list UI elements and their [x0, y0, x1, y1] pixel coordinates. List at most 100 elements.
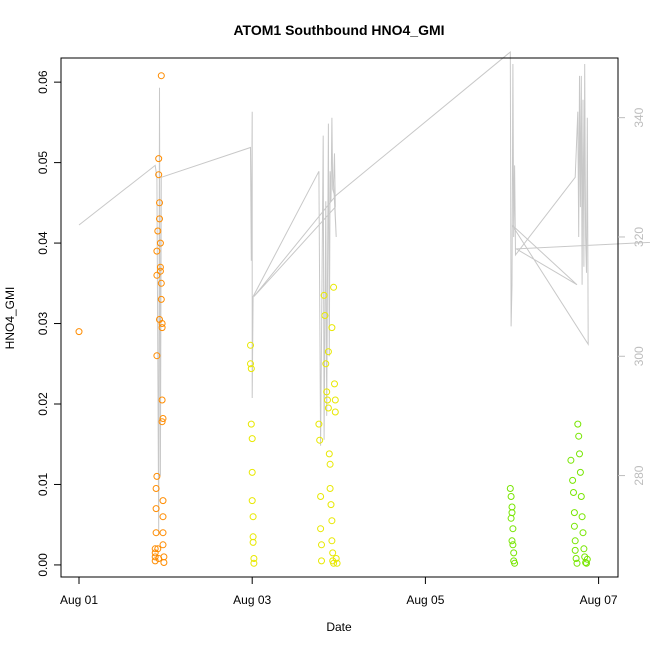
data-point [154, 545, 162, 553]
data-point [151, 557, 159, 565]
data-point [324, 404, 332, 412]
data-point [153, 271, 161, 279]
data-point [576, 450, 583, 458]
data-point [157, 72, 165, 80]
data-point [159, 497, 167, 505]
data-point [510, 549, 518, 557]
data-point [574, 420, 582, 428]
data-point [75, 328, 83, 336]
data-point [509, 525, 517, 533]
data-point [157, 295, 165, 303]
data-point [322, 360, 330, 368]
x-tick-label: Aug 03 [233, 593, 271, 607]
data-point [249, 538, 257, 546]
data-point [151, 545, 159, 553]
data-point [315, 420, 323, 428]
data-point [506, 485, 514, 492]
data-point [316, 436, 324, 444]
right-tick-label: 340 [632, 107, 646, 127]
data-point [159, 541, 167, 549]
data-point [507, 514, 515, 522]
data-point [156, 199, 163, 207]
data-point [329, 549, 337, 557]
y-axis-label: HNO4_GMI [3, 287, 17, 350]
data-point [154, 227, 162, 235]
data-point [569, 476, 577, 484]
data-point [579, 529, 587, 537]
data-point [333, 559, 341, 567]
data-point [153, 247, 161, 255]
y-tick-label: 0.00 [36, 553, 50, 577]
data-point [327, 501, 335, 509]
data-point [248, 435, 256, 443]
data-point [583, 555, 591, 563]
data-point [152, 505, 160, 513]
x-tick-label: Aug 07 [580, 593, 618, 607]
data-point [248, 497, 256, 505]
data-point [575, 432, 583, 440]
data-point [324, 396, 331, 404]
y-tick-label: 0.04 [36, 231, 50, 255]
data-point [156, 263, 164, 271]
data-point [331, 396, 339, 404]
data-point [325, 450, 333, 458]
data-point [332, 555, 340, 562]
data-point [156, 267, 164, 275]
data-point [158, 396, 166, 404]
data-point [320, 291, 328, 299]
data-point [328, 517, 336, 525]
right-tick-label: 320 [632, 227, 646, 247]
data-point [323, 388, 331, 396]
data-point [158, 324, 166, 332]
data-point [151, 553, 159, 561]
data-point [250, 555, 258, 562]
right-tick-label: 280 [632, 465, 646, 485]
y-axis-right: 280 300 320 340 [618, 107, 646, 486]
data-point [250, 559, 258, 567]
data-point [328, 537, 336, 545]
gray-series-line [78, 50, 650, 536]
data-point [578, 513, 586, 521]
data-point [330, 283, 338, 291]
y-axis-left: 0.00 0.01 0.02 0.03 0.04 0.05 0.06 [36, 70, 61, 577]
data-point [571, 546, 579, 554]
data-point [331, 408, 339, 416]
data-point [160, 559, 168, 566]
data-point [155, 155, 163, 163]
data-point [317, 493, 325, 500]
data-point [158, 418, 166, 426]
line-series [78, 50, 650, 536]
data-point [156, 215, 163, 223]
x-tick-label: Aug 01 [60, 593, 98, 607]
data-point [573, 559, 581, 567]
data-point [571, 537, 579, 545]
data-point [570, 489, 577, 496]
data-point [583, 559, 590, 567]
data-point [326, 485, 334, 492]
data-point [577, 493, 585, 500]
data-point [318, 541, 325, 549]
data-point [247, 341, 254, 349]
data-point [247, 420, 255, 428]
data-point [248, 468, 256, 476]
plot-frame [60, 57, 619, 578]
data-point [247, 365, 255, 373]
y-tick-label: 0.02 [36, 392, 50, 416]
data-point [153, 472, 161, 480]
y-tick-label: 0.01 [36, 472, 50, 496]
y-tick-label: 0.03 [36, 312, 50, 336]
data-point [576, 468, 584, 476]
right-tick-label: 300 [632, 346, 646, 366]
data-point [247, 360, 254, 368]
data-point [155, 171, 163, 179]
data-point [580, 545, 588, 553]
points-layer [75, 72, 591, 567]
x-axis-label: Date [326, 620, 352, 634]
data-point [318, 557, 325, 565]
data-point [249, 533, 257, 541]
chart-title: ATOM1 Southbound HNO4_GMI [233, 22, 444, 38]
data-point [508, 537, 516, 545]
data-point [156, 316, 163, 323]
